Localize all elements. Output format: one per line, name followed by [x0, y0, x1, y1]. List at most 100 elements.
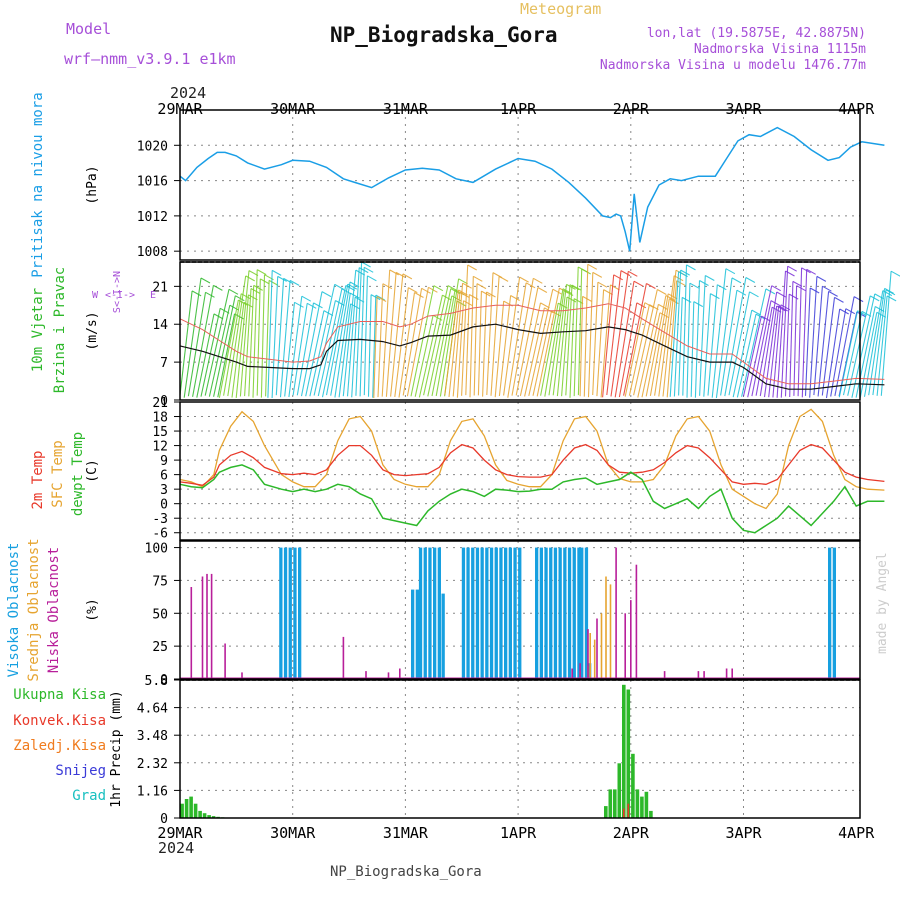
high-cloud-bar [495, 548, 498, 679]
precip-legend-2: Zaledj.Kisa [13, 738, 106, 754]
low-cloud-bar [224, 644, 226, 680]
wind-barb [236, 271, 249, 398]
x-tick-label-top: 4APR [838, 100, 875, 118]
wind-barb-flag [533, 278, 542, 283]
high-cloud-bar [580, 548, 583, 679]
high-cloud-bar [549, 548, 552, 679]
wind-barb [695, 281, 699, 398]
y-tick-label: 21 [152, 396, 168, 411]
wind-barb [818, 291, 829, 396]
station-title: NP_Biogradska_Gora [330, 23, 558, 47]
low-cloud-bar [596, 619, 598, 680]
wind-barb-flag [520, 277, 529, 282]
wind-barb-flag [854, 297, 863, 302]
total-precip-bar [649, 811, 653, 818]
low-cloud-bar [587, 629, 589, 679]
total-precip-bar [185, 799, 189, 818]
wind-barb [483, 292, 487, 397]
x-tick-label-bottom: 1APR [500, 824, 537, 842]
total-precip-bar [636, 789, 640, 818]
wind-barb-flag [526, 283, 535, 288]
pressure-title: Pritisak na nivou mora [30, 92, 46, 277]
wind-barb-flag [422, 288, 431, 293]
high-cloud-bar [279, 548, 282, 679]
y-tick-label: 9 [160, 454, 168, 469]
total-precip-bar [198, 811, 202, 818]
y-tick-label: 4.64 [137, 702, 168, 717]
high-cloud-bar [504, 548, 507, 679]
wind-barb [219, 300, 238, 398]
y-tick-label: 100 [145, 542, 168, 557]
wind-barb [806, 288, 811, 396]
wind-barb-flag [415, 293, 424, 298]
y-tick-label: 1.16 [137, 784, 168, 799]
coords-text: lon,lat (19.5875E, 42.8875N) [647, 26, 866, 41]
wind-barb-flag [817, 276, 826, 281]
temp-title-2: SFC Temp [50, 440, 66, 507]
axis-unit-label: 1hr Precip (mm) [109, 690, 124, 807]
total-precip-bar [627, 690, 631, 819]
high-cloud-bar [466, 548, 469, 679]
high-cloud-bar [433, 548, 436, 679]
wind-barb-flag [553, 289, 562, 294]
wind-barb-flag [582, 269, 591, 274]
high-cloud-bar [544, 548, 547, 679]
wind-barb [499, 296, 510, 397]
mid-cloud-bar [605, 577, 607, 680]
wind-barb-flag [538, 288, 547, 293]
wind-barb-flag [257, 270, 266, 275]
wind-barb-flag [390, 270, 399, 275]
x-tick-label-bottom: 30MAR [270, 824, 316, 842]
wind-barb [512, 278, 533, 395]
wind-barb-flag [593, 272, 602, 277]
wind-barb [386, 272, 396, 396]
low-cloud-bar [630, 600, 632, 679]
high-cloud-bar [573, 548, 576, 679]
x-tick-label-top: 3APR [725, 100, 762, 118]
total-precip-bar [189, 797, 193, 818]
y-tick-label: 0 [160, 498, 168, 513]
y-tick-label: 75 [152, 574, 168, 589]
wind-barb-flag [295, 302, 304, 307]
wind-barb-flag [408, 288, 417, 293]
wind-barb-flag [473, 276, 482, 281]
high-cloud-bar [419, 548, 422, 679]
low-cloud-bar [571, 669, 573, 680]
wind-barb-flag [272, 270, 281, 275]
wind-barb-flag [269, 280, 278, 285]
high-cloud-bar [428, 548, 431, 679]
wind-barb-flag [229, 289, 238, 294]
wind-barb [810, 276, 817, 397]
high-cloud-bar [513, 548, 516, 679]
conv-precip-bar [628, 804, 630, 818]
wind-barb [520, 303, 540, 396]
wind-title-2: Brzina i Pravac [52, 267, 68, 393]
high-cloud-bar [554, 548, 557, 679]
wind-barb-flag [598, 282, 607, 287]
elevation-text: Nadmorska Visina 1115m [694, 42, 866, 57]
wind-barb [691, 302, 694, 397]
low-cloud-bar [202, 577, 204, 680]
wind-barb [545, 289, 563, 397]
y-tick-label: -3 [152, 512, 168, 527]
low-cloud-bar [624, 613, 626, 679]
wind-barb [549, 291, 564, 396]
high-cloud-bar [471, 548, 474, 679]
high-cloud-bar [438, 548, 441, 679]
x-tick-label-bottom: 29MAR [157, 824, 203, 842]
wind-barb [331, 282, 350, 396]
wind-barb [407, 287, 428, 396]
compass-vertical: S<-I->N [112, 271, 123, 313]
wind-barb-flag [251, 289, 260, 294]
wind-barbs [180, 262, 900, 398]
wind-barb [589, 272, 593, 397]
wind-barb-flag [604, 290, 613, 295]
wind-barb-flag [788, 266, 797, 271]
wind-barb-flag [610, 285, 619, 290]
wind-barb [470, 276, 473, 397]
wind-barb-flag [891, 271, 900, 276]
temp-title-3: dewpt Temp [70, 432, 86, 516]
axis-unit-label: (hPa) [85, 165, 100, 204]
y-tick-label: 12 [152, 440, 168, 455]
cloud-title-3: Niska Oblacnost [46, 547, 62, 673]
